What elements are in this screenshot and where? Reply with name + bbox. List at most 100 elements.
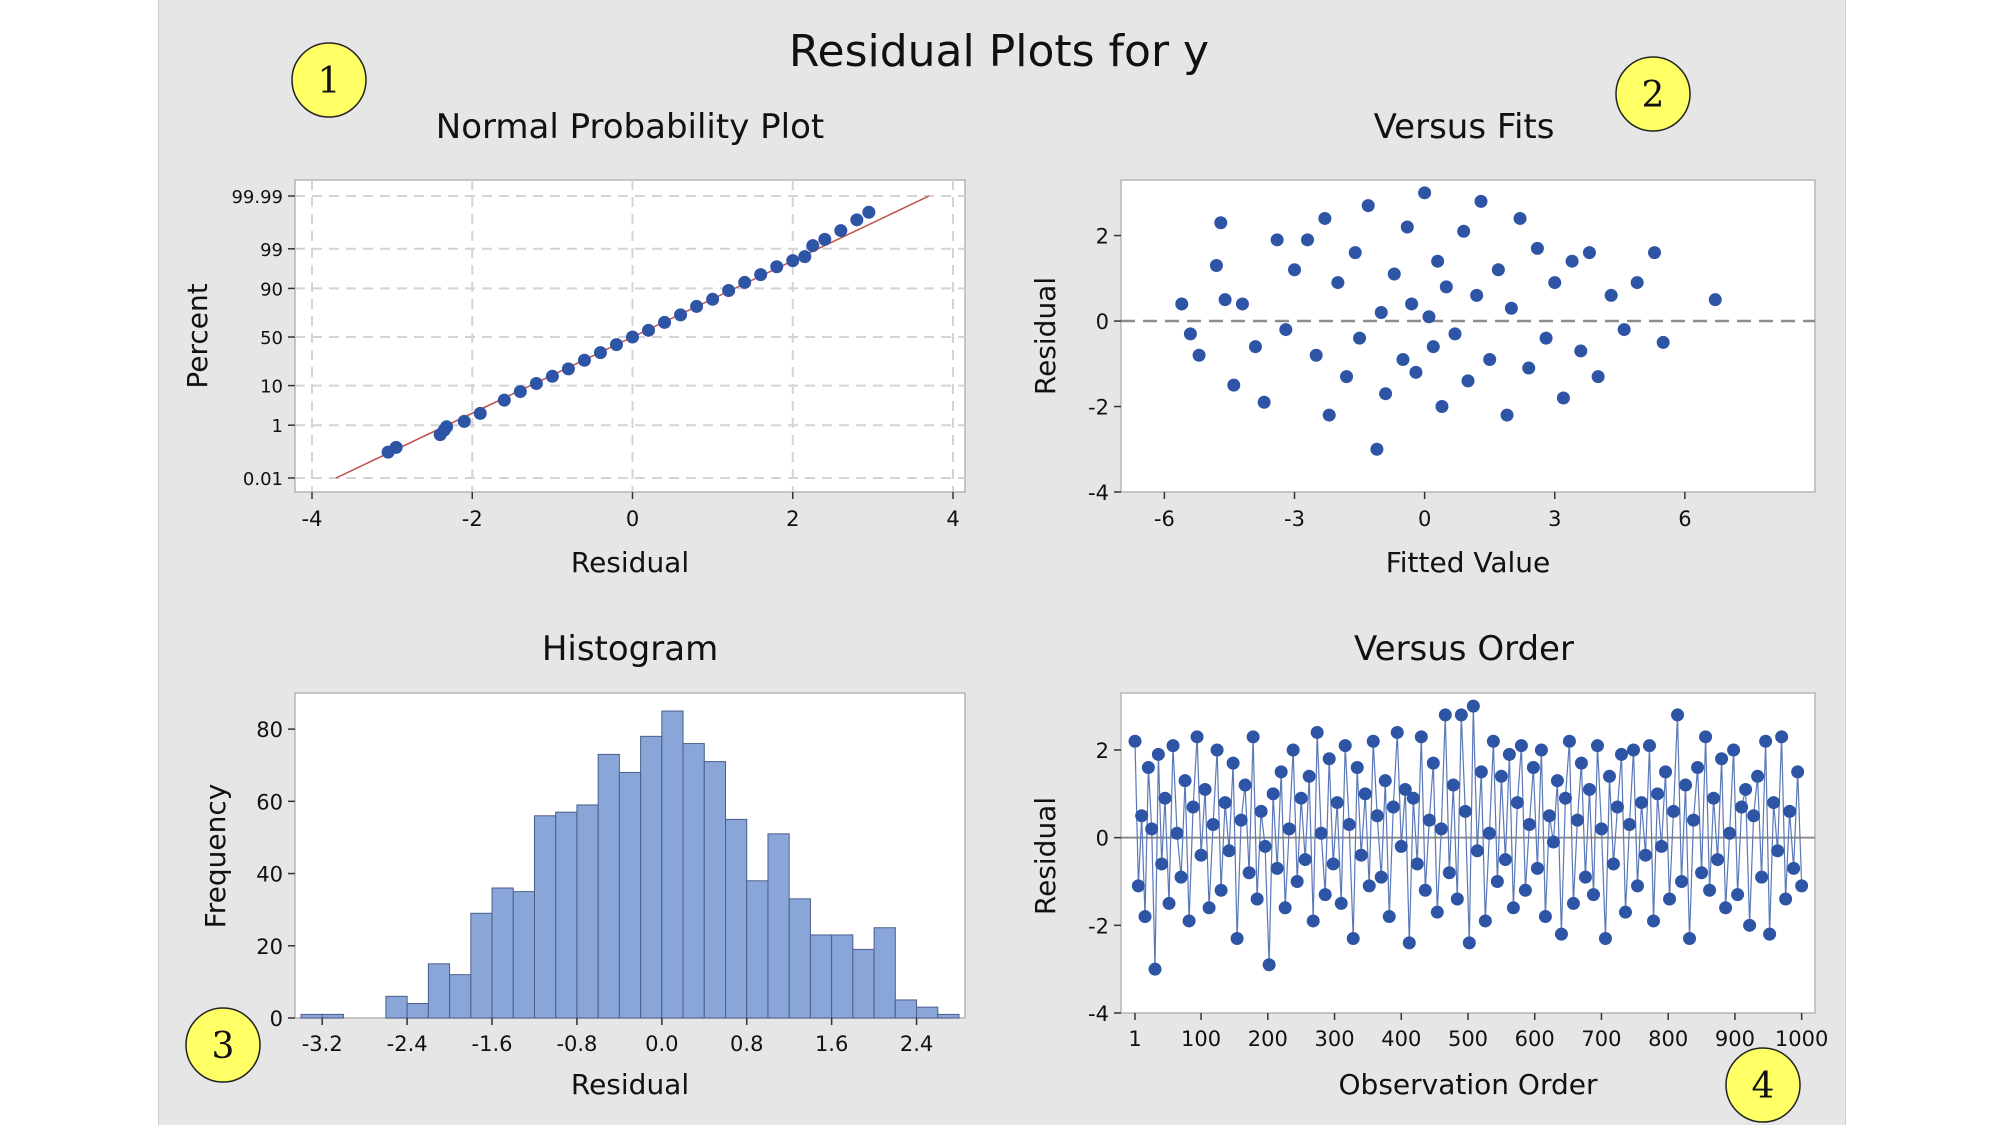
vfits-point (1374, 305, 1388, 319)
hist-y-ticks: 0 20 40 60 80 (256, 718, 295, 1031)
hist-x-tick-label: -2.4 (387, 1032, 428, 1056)
vorder-point (1202, 901, 1216, 915)
vorder-point (1426, 756, 1440, 770)
vorder-point (1546, 835, 1560, 849)
vorder-y-ticks: -4 -2 0 2 (1088, 739, 1121, 1026)
vorder-point (1186, 800, 1200, 814)
vorder-point (1294, 791, 1308, 805)
npp-y-tick-label: 0.01 (243, 469, 283, 490)
npp-point (561, 362, 575, 376)
hist-bar (916, 1006, 939, 1019)
vfits-y-axis-label: Residual (1029, 277, 1062, 395)
vorder-point (1542, 809, 1556, 823)
hist-x-tick-label: 0.8 (730, 1032, 763, 1056)
vorder-point (1242, 866, 1256, 880)
hist-x-tick-label: 1.6 (815, 1032, 848, 1056)
vfits-point (1183, 327, 1197, 341)
normal-probability-plot: Normal Probability Plot -4 -2 0 2 4 0.01 1 10 5… (181, 107, 966, 579)
vorder-point (1382, 910, 1396, 924)
vorder-point (1258, 839, 1272, 853)
hist-bar (470, 912, 493, 1019)
vfits-point (1574, 344, 1588, 358)
vfits-point (1175, 297, 1189, 311)
hist-bar (321, 1013, 344, 1019)
vorder-x-ticks: 1 100 200 300 400 500 600 700 800 900 1000 (1128, 1013, 1828, 1051)
vfits-x-tick-label: -6 (1154, 507, 1175, 531)
vorder-point (1570, 813, 1584, 827)
vorder-point (1550, 774, 1564, 788)
vorder-point (1222, 844, 1236, 858)
hist-bar (746, 880, 769, 1019)
vorder-points (1128, 699, 1809, 976)
npp-x-tick-label: -2 (462, 507, 483, 531)
vorder-point (1675, 874, 1689, 888)
vfits-point (1522, 361, 1536, 375)
vfits-point (1470, 288, 1484, 302)
hist-y-tick-label: 40 (256, 863, 283, 887)
vorder-point (1390, 725, 1404, 739)
vorder-point (1326, 857, 1340, 871)
vorder-point (1338, 739, 1352, 753)
npp-point (658, 315, 672, 329)
vorder-point (1318, 888, 1332, 902)
vorder-point (1250, 892, 1264, 906)
vfits-point (1457, 224, 1471, 238)
vorder-point (1270, 861, 1284, 875)
vorder-point (1155, 857, 1169, 871)
vfits-y-tick-label: -4 (1088, 481, 1109, 505)
vorder-point (1234, 813, 1248, 827)
vorder-point (1458, 804, 1472, 818)
vfits-point (1426, 340, 1440, 354)
vorder-point (1438, 708, 1452, 722)
npp-point (770, 260, 784, 274)
vorder-point (1354, 848, 1368, 862)
vorder-point (1266, 787, 1280, 801)
vorder-point (1422, 813, 1436, 827)
npp-point (545, 369, 559, 383)
vfits-point (1348, 246, 1362, 260)
vfits-point (1617, 323, 1631, 337)
vfits-point (1431, 254, 1445, 268)
vfits-point (1604, 288, 1618, 302)
vorder-point (1490, 874, 1504, 888)
vorder-point (1170, 826, 1184, 840)
vorder-y-tick-label: -2 (1088, 914, 1109, 938)
vorder-point (1298, 853, 1312, 867)
vorder-point (1522, 818, 1536, 832)
vorder-x-tick-label: 100 (1181, 1027, 1221, 1051)
vorder-point (1538, 910, 1552, 924)
vorder-point (1158, 791, 1172, 805)
vfits-point (1309, 348, 1323, 362)
vorder-point (1683, 931, 1697, 945)
badge-3-label: 3 (212, 1026, 235, 1067)
residual-plots-figure: Residual Plots for y Normal Probability … (181, 26, 1828, 1123)
vfits-point (1448, 327, 1462, 341)
vorder-point (1610, 800, 1624, 814)
vorder-point (1145, 822, 1159, 836)
vorder-point (1314, 826, 1328, 840)
vorder-point (1594, 822, 1608, 836)
vorder-point (1771, 844, 1785, 858)
vfits-x-tick-label: 6 (1678, 507, 1691, 531)
vorder-point (1166, 739, 1180, 753)
npp-point (497, 393, 511, 407)
vfits-point (1340, 370, 1354, 384)
vorder-point (1374, 870, 1388, 884)
vorder-point (1727, 743, 1741, 757)
vfits-point (1708, 293, 1722, 307)
vorder-point (1358, 787, 1372, 801)
npp-x-tick-label: -4 (302, 507, 323, 531)
vorder-point (1558, 791, 1572, 805)
vorder-point (1618, 905, 1632, 919)
vfits-point (1491, 263, 1505, 277)
vorder-point (1695, 866, 1709, 880)
vorder-x-tick-label: 600 (1515, 1027, 1555, 1051)
vfits-y-ticks: -4 -2 0 2 (1088, 225, 1121, 505)
vorder-point (1783, 804, 1797, 818)
figure-background: Residual Plots for y Normal Probability … (158, 0, 1846, 1125)
hist-bar (767, 833, 790, 1019)
vorder-x-axis-label: Observation Order (1339, 1068, 1598, 1101)
vorder-point (1679, 778, 1693, 792)
vfits-point (1214, 216, 1228, 230)
npp-y-tick-label: 50 (260, 328, 283, 349)
